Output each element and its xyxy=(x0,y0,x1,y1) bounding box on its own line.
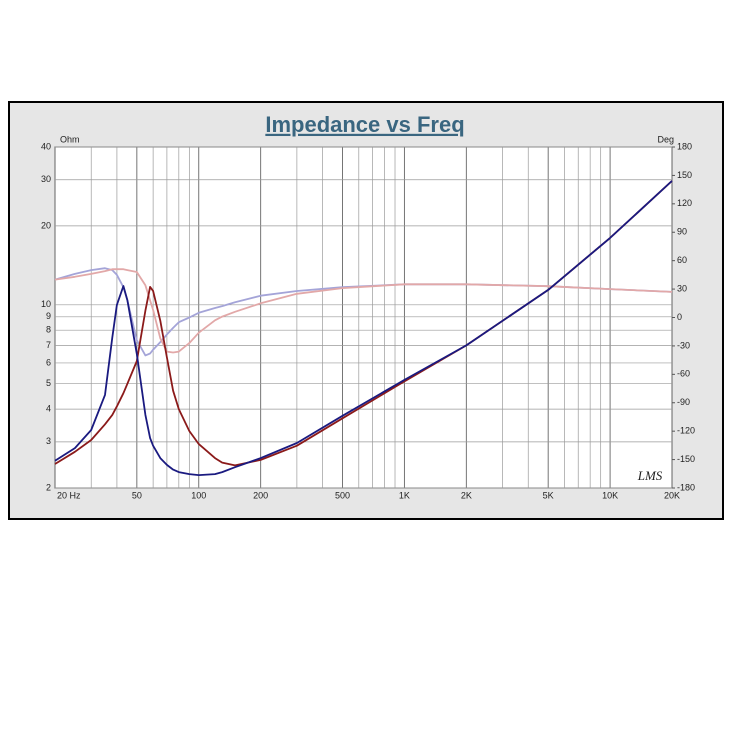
y2-tick-label: 180 xyxy=(677,141,692,151)
y-tick-label: 6 xyxy=(46,357,51,367)
y2-tick-label: -150 xyxy=(677,454,695,464)
x-tick-label: 10K xyxy=(602,490,618,500)
y-tick-label: 10 xyxy=(41,299,51,309)
x-tick-label: 20 Hz xyxy=(57,490,81,500)
plot-area xyxy=(54,146,673,489)
y-tick-label: 9 xyxy=(46,311,51,321)
series-line xyxy=(54,268,673,354)
y2-tick-label: 90 xyxy=(677,227,687,237)
y-tick-label: 30 xyxy=(41,174,51,184)
y2-tick-label: -90 xyxy=(677,397,690,407)
y2-tick-label: 60 xyxy=(677,255,687,265)
y-tick-label: 40 xyxy=(41,141,51,151)
x-tick-label: 2K xyxy=(461,490,472,500)
y-tick-label: 7 xyxy=(46,340,51,350)
y2-tick-label: 0 xyxy=(677,312,682,322)
y2-tick-label: 150 xyxy=(677,170,692,180)
y-tick-label: 5 xyxy=(46,378,51,388)
y-axis-label: Ohm xyxy=(60,134,80,144)
y-tick-label: 20 xyxy=(41,220,51,230)
y2-tick-label: -30 xyxy=(677,340,690,350)
x-tick-label: 1K xyxy=(399,490,410,500)
series-line xyxy=(54,180,673,476)
y-tick-label: 8 xyxy=(46,325,51,335)
y2-tick-label: 30 xyxy=(677,283,687,293)
x-tick-label: 5K xyxy=(543,490,554,500)
y2-tick-label: -180 xyxy=(677,482,695,492)
series-line xyxy=(54,180,673,467)
x-tick-label: 50 xyxy=(132,490,142,500)
x-tick-label: 200 xyxy=(253,490,268,500)
x-tick-label: 500 xyxy=(335,490,350,500)
y-tick-label: 2 xyxy=(46,482,51,492)
annotation: LMS xyxy=(637,468,663,483)
y2-tick-label: 120 xyxy=(677,198,692,208)
y2-axis-label: Deg xyxy=(657,134,674,144)
chart-title: Impedance vs Freq xyxy=(265,112,464,137)
x-tick-label: 20K xyxy=(664,490,680,500)
y2-tick-label: -120 xyxy=(677,426,695,436)
y2-tick-label: -60 xyxy=(677,369,690,379)
y-tick-label: 3 xyxy=(46,436,51,446)
y-tick-label: 4 xyxy=(46,403,51,413)
x-tick-label: 100 xyxy=(191,490,206,500)
